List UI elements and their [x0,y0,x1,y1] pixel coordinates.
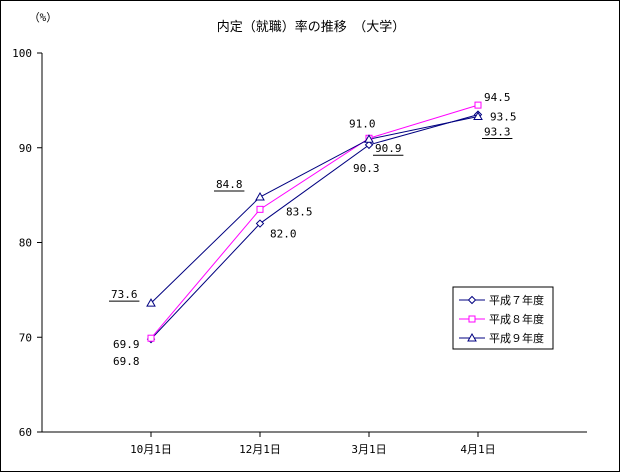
data-label-h8: 69.9 [113,338,140,351]
x-tick-label: 12月1日 [239,443,281,456]
data-point-h8 [474,101,482,109]
data-label-h8: 94.5 [484,91,511,104]
y-axis-label: （%） [29,11,58,24]
legend-label-h8: 平成８年度 [489,312,544,326]
data-point-h9 [473,111,483,120]
data-label-h7: 93.5 [490,111,517,124]
legend-marker-h7 [467,295,477,305]
data-label-h9: 84.8 [216,178,243,191]
series-markers [146,101,483,344]
x-tick-label: 3月1日 [351,443,386,456]
data-label-h8: 91.0 [349,117,376,130]
legend-label-h7: 平成７年度 [489,293,544,307]
axes: 60 70 80 90 100 10月1日 12月1日 3月1日 4月1日 [12,47,587,456]
legend-marker-h9 [467,332,477,342]
data-point-h8 [256,205,264,213]
data-point-h9 [364,134,374,143]
data-label-h9: 93.3 [484,125,511,138]
legend-label-h9: 平成９年度 [489,331,544,345]
y-tick-label: 80 [19,237,32,250]
series-line-h9 [150,115,479,304]
series-lines [150,104,479,340]
x-tick-label: 4月1日 [460,443,495,456]
data-point-h8 [147,334,155,342]
x-tick-label: 10月1日 [130,443,172,456]
data-label-h7: 82.0 [270,228,297,241]
y-tick-label: 60 [19,426,32,439]
data-label-h8: 83.5 [286,205,313,218]
series-line-h7 [150,114,479,340]
data-point-h7 [255,219,265,228]
data-label-h9: 90.9 [375,142,402,155]
y-tick-label: 90 [19,142,32,155]
data-label-h9: 73.6 [111,288,138,301]
data-point-h9 [146,298,156,307]
data-label-h7: 69.8 [113,355,140,368]
y-tick-label: 70 [19,331,32,344]
data-label-h7: 90.3 [353,162,380,175]
y-tick-label: 100 [12,47,32,60]
data-point-h7 [364,140,374,150]
chart-title: 内定（就職）率の推移 （大学） [217,19,406,35]
data-labels: 69.8 82.0 90.3 93.5 69.9 83.5 91.0 94.5 73.6 84.8… [109,91,517,368]
series-line-h8 [150,104,479,339]
data-point-h9 [255,192,265,201]
legend-marker-h8 [468,315,476,323]
